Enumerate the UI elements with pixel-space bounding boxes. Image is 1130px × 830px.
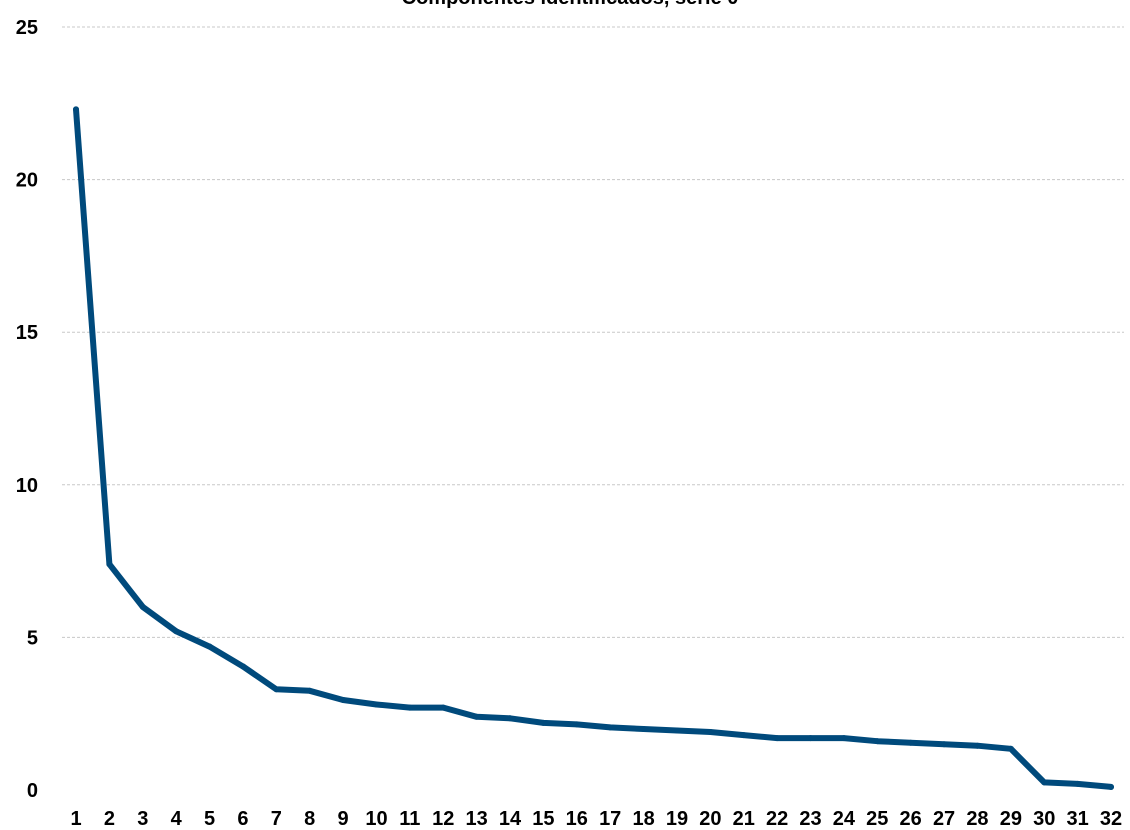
x-tick-label: 8 <box>304 808 315 830</box>
grid-lines <box>62 26 1124 638</box>
data-point <box>941 741 948 748</box>
x-tick-label: 9 <box>338 808 349 830</box>
x-tick-label: 26 <box>900 808 922 830</box>
data-point <box>740 732 747 739</box>
data-point <box>573 721 580 728</box>
x-tick-label: 17 <box>599 808 621 830</box>
data-point <box>807 735 814 742</box>
x-tick-label: 10 <box>365 808 387 830</box>
x-tick-label: 32 <box>1100 808 1122 830</box>
x-tick-label: 16 <box>566 808 588 830</box>
series-line-0 <box>73 106 1114 790</box>
x-tick-label: 31 <box>1066 808 1088 830</box>
data-point <box>173 628 180 635</box>
data-point <box>106 561 113 568</box>
data-point <box>73 106 79 113</box>
data-point <box>273 686 280 693</box>
x-tick-label: 14 <box>499 808 522 830</box>
x-tick-label: 19 <box>666 808 688 830</box>
data-point <box>1007 745 1014 752</box>
data-point <box>507 715 514 722</box>
data-point <box>406 704 413 711</box>
x-axis-tick-labels: 1 2 3 4 5 6 7 8 9 10 11 12 13 14 15 16 17 18 19 20 21 22 23 24 2… <box>70 808 1122 830</box>
data-point <box>840 735 847 742</box>
data-point <box>640 725 647 732</box>
x-tick-label: 1 <box>70 808 81 830</box>
data-point <box>540 719 547 726</box>
data-point <box>874 738 881 745</box>
x-tick-label: 29 <box>1000 808 1022 830</box>
y-tick-label: 0 <box>27 780 38 802</box>
y-tick-label: 15 <box>16 322 38 344</box>
y-axis-tick-labels: 0 5 10 15 20 25 <box>16 17 38 802</box>
data-point <box>974 742 981 749</box>
x-tick-label: 12 <box>432 808 454 830</box>
x-tick-label: 11 <box>399 808 420 830</box>
data-point <box>1074 780 1081 787</box>
x-tick-label: 20 <box>699 808 721 830</box>
x-tick-label: 23 <box>799 808 821 830</box>
x-tick-label: 30 <box>1033 808 1055 830</box>
data-point <box>440 704 447 711</box>
series-layer <box>73 106 1114 790</box>
data-point <box>206 643 213 650</box>
x-tick-label: 25 <box>866 808 888 830</box>
x-tick-label: 15 <box>532 808 554 830</box>
y-tick-label: 25 <box>16 17 38 39</box>
data-point <box>473 713 480 720</box>
data-point <box>774 735 781 742</box>
x-tick-label: 5 <box>204 808 215 830</box>
data-point <box>607 724 614 731</box>
data-point <box>340 696 347 703</box>
chart-title: Componentes identificados, serie 0 <box>402 0 739 9</box>
data-point <box>1041 779 1048 786</box>
y-tick-label: 10 <box>16 475 38 497</box>
data-point <box>1108 783 1114 790</box>
data-point <box>673 727 680 734</box>
data-point <box>306 687 313 694</box>
x-tick-label: 6 <box>237 808 248 830</box>
x-tick-label: 13 <box>466 808 488 830</box>
y-tick-label: 20 <box>16 170 38 192</box>
data-point <box>907 739 914 746</box>
x-tick-label: 3 <box>137 808 148 830</box>
x-tick-label: 7 <box>271 808 282 830</box>
x-tick-label: 27 <box>933 808 955 830</box>
x-tick-label: 18 <box>632 808 654 830</box>
x-tick-label: 21 <box>733 808 755 830</box>
data-point <box>707 729 714 736</box>
x-tick-label: 28 <box>966 808 988 830</box>
data-point <box>139 603 146 610</box>
y-tick-label: 5 <box>27 627 38 649</box>
x-tick-label: 4 <box>171 808 183 830</box>
x-tick-label: 24 <box>833 808 856 830</box>
x-tick-label: 22 <box>766 808 788 830</box>
x-tick-label: 2 <box>104 808 115 830</box>
data-point <box>239 663 246 670</box>
data-point <box>373 701 380 708</box>
